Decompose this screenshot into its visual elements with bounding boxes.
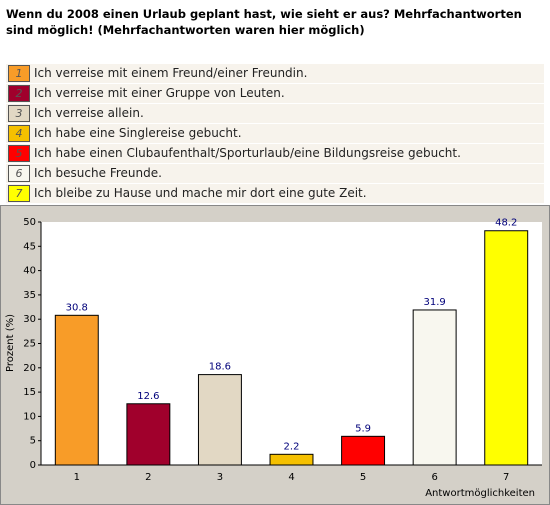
value-label: 5.9 (355, 423, 371, 434)
legend-label: Ich besuche Freunde. (34, 166, 162, 180)
chart: Prozent (%) Antwortmöglichkeiten 0510152… (0, 205, 550, 505)
value-label: 2.2 (284, 441, 300, 452)
legend: 1 Ich verreise mit einem Freund/einer Fre… (6, 64, 544, 204)
x-tick-label: 4 (288, 472, 294, 483)
legend-item: 5 Ich habe einen Clubaufenthalt/Sporturla… (6, 144, 544, 163)
legend-label: Ich verreise mit einem Freund/einer Freu… (34, 66, 308, 80)
y-tick-label: 45 (23, 241, 36, 252)
chart-title: Wenn du 2008 einen Urlaub geplant hast, … (6, 7, 522, 37)
x-tick-label: 6 (431, 472, 437, 483)
y-tick-label: 50 (23, 217, 36, 228)
legend-item: 2 Ich verreise mit einer Gruppe von Leute… (6, 84, 544, 103)
legend-label: Ich habe einen Clubaufenthalt/Sporturlau… (34, 146, 461, 160)
x-tick-label: 3 (217, 472, 223, 483)
x-tick-label: 1 (74, 472, 80, 483)
value-label: 30.8 (66, 302, 88, 313)
x-tick-label: 5 (360, 472, 366, 483)
bar (341, 435, 386, 466)
y-tick-label: 30 (23, 314, 36, 325)
plot-area (41, 222, 542, 465)
y-tick-label: 0 (30, 460, 36, 471)
legend-label: Ich habe eine Singlereise gebucht. (34, 126, 242, 140)
y-tick-label: 40 (23, 266, 36, 277)
legend-swatch: 2 (8, 85, 30, 102)
legend-item: 3 Ich verreise allein. (6, 104, 544, 123)
legend-label: Ich bleibe zu Hause und mache mir dort e… (34, 186, 367, 200)
legend-swatch: 5 (8, 145, 30, 162)
bar (126, 403, 171, 466)
legend-swatch: 4 (8, 125, 30, 142)
legend-swatch: 3 (8, 105, 30, 122)
y-tick-label: 10 (23, 411, 36, 422)
legend-item: 6 Ich besuche Freunde. (6, 164, 544, 183)
y-tick-label: 15 (23, 387, 36, 398)
bar (197, 374, 242, 466)
legend-swatch: 7 (8, 185, 30, 202)
legend-swatch: 6 (8, 165, 30, 182)
y-tick-label: 25 (23, 339, 36, 350)
legend-swatch: 1 (8, 65, 30, 82)
value-label: 18.6 (209, 362, 231, 373)
legend-item: 7 Ich bleibe zu Hause und mache mir dort … (6, 184, 544, 203)
value-label: 48.2 (495, 218, 517, 229)
bar (54, 314, 99, 466)
y-tick-label: 35 (23, 290, 36, 301)
y-axis-label: Prozent (%) (5, 314, 16, 372)
x-tick-label: 2 (145, 472, 151, 483)
legend-label: Ich verreise allein. (34, 106, 144, 120)
y-tick-label: 5 (30, 436, 36, 447)
legend-item: 1 Ich verreise mit einem Freund/einer Fre… (6, 64, 544, 83)
x-tick-label: 7 (503, 472, 509, 483)
bar (412, 309, 457, 466)
bar (269, 453, 314, 466)
legend-item: 4 Ich habe eine Singlereise gebucht. (6, 124, 544, 143)
bar (484, 230, 529, 466)
x-axis-label: Antwortmöglichkeiten (425, 488, 535, 499)
y-tick-label: 20 (23, 363, 36, 374)
legend-label: Ich verreise mit einer Gruppe von Leuten… (34, 86, 285, 100)
value-label: 12.6 (137, 391, 159, 402)
value-label: 31.9 (424, 297, 446, 308)
